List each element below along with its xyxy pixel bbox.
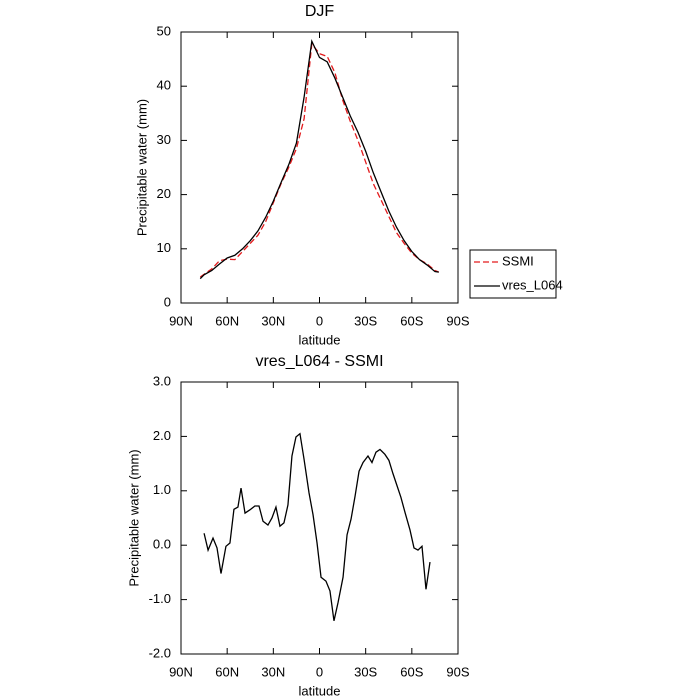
y-tick-label: 0 (164, 294, 171, 309)
y-tick-label: 20 (157, 186, 171, 201)
y-tick-label: -1.0 (149, 591, 171, 606)
x-tick-label: 30N (261, 313, 285, 328)
x-tick-label: 0 (316, 313, 323, 328)
legend-label: vres_L064 (502, 277, 563, 292)
y-tick-label: 10 (157, 240, 171, 255)
x-tick-label: 30S (354, 313, 377, 328)
y-tick-label: 3.0 (153, 373, 171, 388)
x-tick-label: 90N (169, 313, 193, 328)
x-tick-label: 60N (215, 313, 239, 328)
y-axis-label: Precipitable water (mm) (134, 99, 149, 236)
x-tick-label: 30N (261, 664, 285, 679)
y-tick-label: 0.0 (153, 537, 171, 552)
y-tick-label: -2.0 (149, 645, 171, 660)
data-line (199, 42, 440, 278)
y-tick-label: 30 (157, 132, 171, 147)
x-tick-label: 90N (169, 664, 193, 679)
x-tick-label: 60S (400, 313, 423, 328)
chart-title: DJF (305, 3, 335, 20)
chart-title: vres_L064 - SSMI (255, 353, 383, 370)
y-tick-label: 50 (157, 23, 171, 38)
legend-label: SSMI (502, 253, 534, 268)
x-tick-label: 60S (400, 664, 423, 679)
x-tick-label: 90S (446, 664, 469, 679)
legend-box (469, 249, 557, 299)
x-tick-label: 90S (446, 313, 469, 328)
y-tick-label: 40 (157, 78, 171, 93)
y-tick-label: 1.0 (153, 482, 171, 497)
y-axis-label: Precipitable water (mm) (126, 449, 141, 586)
x-axis-label: latitude (299, 332, 341, 347)
x-tick-label: 30S (354, 664, 377, 679)
x-tick-label: 60N (215, 664, 239, 679)
x-axis-label: latitude (299, 683, 341, 698)
plot-frame (180, 381, 459, 655)
y-tick-label: 2.0 (153, 428, 171, 443)
plot-frame (180, 31, 459, 304)
x-tick-label: 0 (316, 664, 323, 679)
data-line (203, 432, 431, 621)
data-line (199, 38, 439, 280)
